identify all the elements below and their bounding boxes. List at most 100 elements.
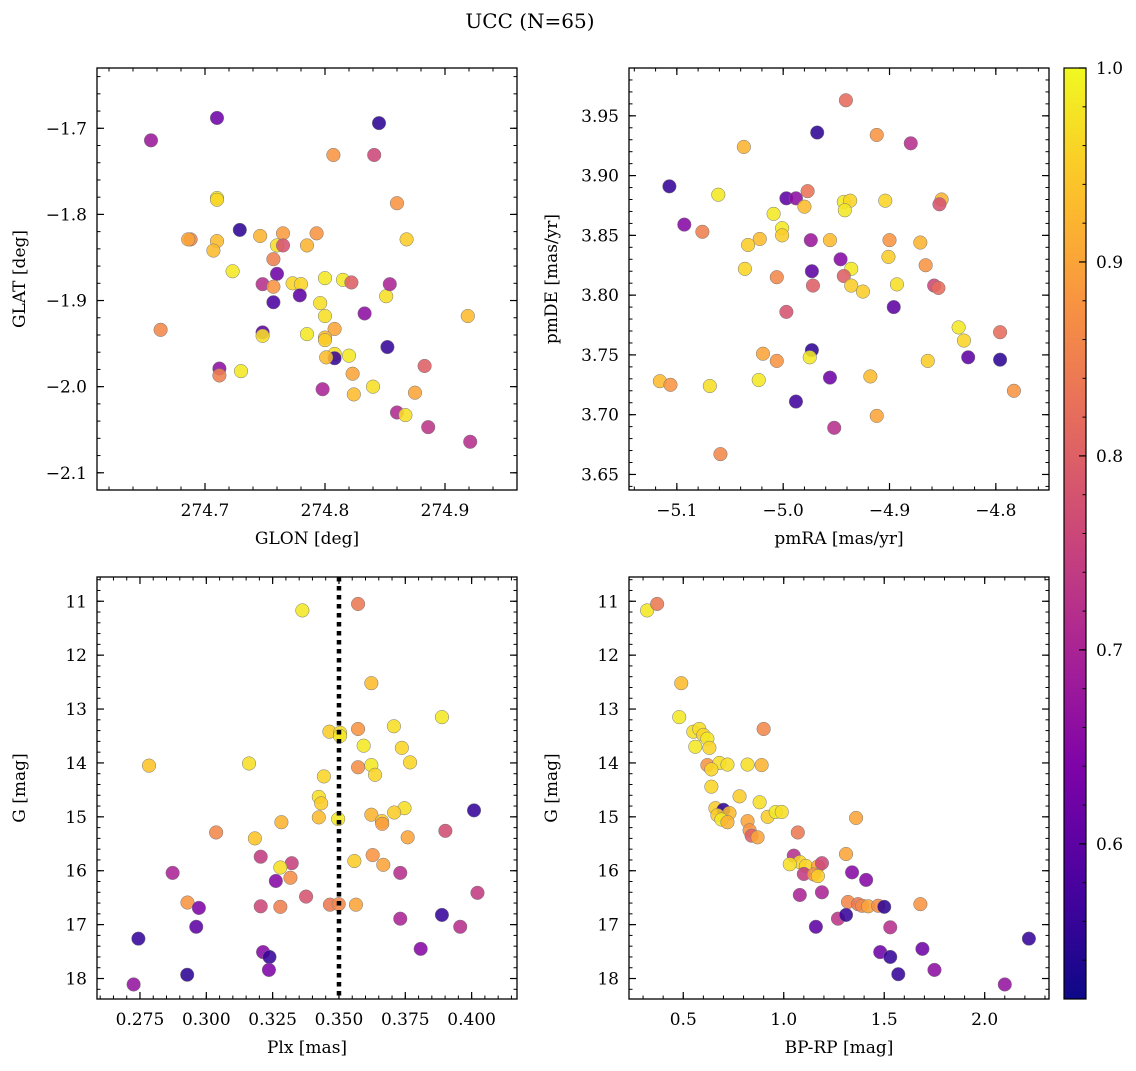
data-point: [316, 769, 331, 784]
y-tick-label: 18: [65, 970, 87, 990]
data-point: [720, 757, 735, 772]
data-point: [650, 596, 665, 611]
data-point: [407, 385, 423, 400]
data-point: [470, 885, 485, 900]
data-point: [1021, 931, 1036, 946]
x-tick-label: 274.7: [181, 501, 230, 521]
data-point: [403, 755, 418, 770]
data-point: [313, 296, 328, 311]
figure-title: UCC (N=65): [465, 9, 594, 33]
x-tick-label: −5.1: [656, 501, 697, 521]
y-tick-label: 3.65: [581, 465, 619, 485]
data-point: [273, 860, 288, 875]
data-point: [266, 252, 281, 267]
data-point: [891, 967, 906, 982]
data-point: [165, 865, 180, 880]
data-point: [674, 676, 689, 691]
colorbar-tick-label: 1.0: [1096, 59, 1123, 79]
data-point: [247, 831, 262, 846]
data-point: [376, 857, 391, 872]
y-tick-label: 15: [65, 808, 87, 828]
y-tick-label: −1.9: [46, 292, 87, 312]
data-point: [386, 719, 401, 734]
data-point: [371, 116, 387, 131]
data-point: [209, 825, 224, 840]
data-point: [859, 872, 874, 887]
plot-area: [628, 576, 1050, 1000]
x-tick-label: −5.0: [763, 501, 804, 521]
data-point: [822, 233, 838, 248]
data-point: [792, 887, 807, 903]
data-point: [351, 760, 366, 775]
data-point: [869, 127, 884, 142]
data-point: [180, 895, 195, 910]
data-point: [367, 147, 382, 163]
data-point: [261, 962, 276, 977]
data-point: [869, 408, 884, 423]
data-point: [317, 333, 333, 348]
data-point: [438, 823, 453, 838]
y-tick-label: 15: [597, 808, 619, 828]
subplot-4: 0.5 1.0 1.5 2.0 11 12 13 14 15 16 17 18 BP-RP [mag] G…: [542, 576, 1050, 1058]
data-point: [319, 350, 334, 365]
data-point: [883, 920, 898, 935]
data-point: [398, 408, 413, 423]
data-point: [380, 339, 395, 355]
data-point: [253, 228, 268, 243]
data-point: [740, 757, 755, 772]
data-point: [131, 931, 146, 946]
x-tick-label: 0.350: [315, 1010, 364, 1030]
data-point: [421, 420, 436, 435]
x-axis-label: pmRA [mas/yr]: [774, 529, 903, 549]
y-tick-label: −1.7: [46, 119, 87, 139]
points-group: [652, 93, 1021, 462]
colorbar: 0.6 0.7 0.8 0.9 1.0: [1063, 59, 1123, 1000]
data-point: [711, 187, 726, 202]
data-point: [453, 919, 468, 934]
data-point: [368, 767, 383, 782]
data-point: [241, 756, 257, 771]
data-point: [672, 710, 687, 725]
data-point: [356, 738, 371, 753]
data-point: [752, 231, 767, 247]
data-point: [364, 676, 379, 691]
data-point: [283, 870, 298, 885]
data-point: [460, 308, 475, 324]
x-tick-label: 1.5: [871, 1010, 898, 1030]
data-point: [750, 830, 765, 845]
data-point: [903, 136, 918, 151]
y-tick-label: 3.75: [581, 346, 619, 366]
data-point: [877, 899, 892, 914]
data-point: [365, 848, 380, 863]
data-point: [913, 235, 928, 250]
y-axis-label: pmDE [mas/yr]: [542, 214, 562, 344]
data-point: [1006, 383, 1021, 398]
data-point: [399, 232, 414, 247]
data-point: [275, 226, 291, 241]
data-point: [262, 949, 277, 965]
data-point: [191, 900, 206, 915]
data-point: [295, 603, 310, 618]
y-tick-label: 14: [65, 754, 87, 774]
data-point: [732, 789, 747, 804]
data-point: [180, 967, 195, 982]
data-point: [317, 308, 333, 324]
data-point: [413, 941, 428, 956]
data-point: [663, 377, 678, 392]
data-point: [993, 352, 1008, 367]
y-tick-label: −2.1: [46, 464, 87, 484]
data-point: [837, 203, 852, 218]
data-point: [695, 224, 710, 239]
data-point: [153, 322, 168, 337]
y-tick-label: 18: [597, 970, 619, 990]
y-tick-label: 16: [597, 862, 619, 882]
data-point: [379, 289, 394, 304]
data-point: [838, 93, 853, 108]
data-point: [814, 885, 829, 900]
data-point: [833, 252, 848, 267]
data-point: [704, 762, 719, 777]
data-point: [344, 275, 359, 290]
y-tick-label: 3.85: [581, 226, 619, 246]
data-point: [143, 133, 159, 148]
